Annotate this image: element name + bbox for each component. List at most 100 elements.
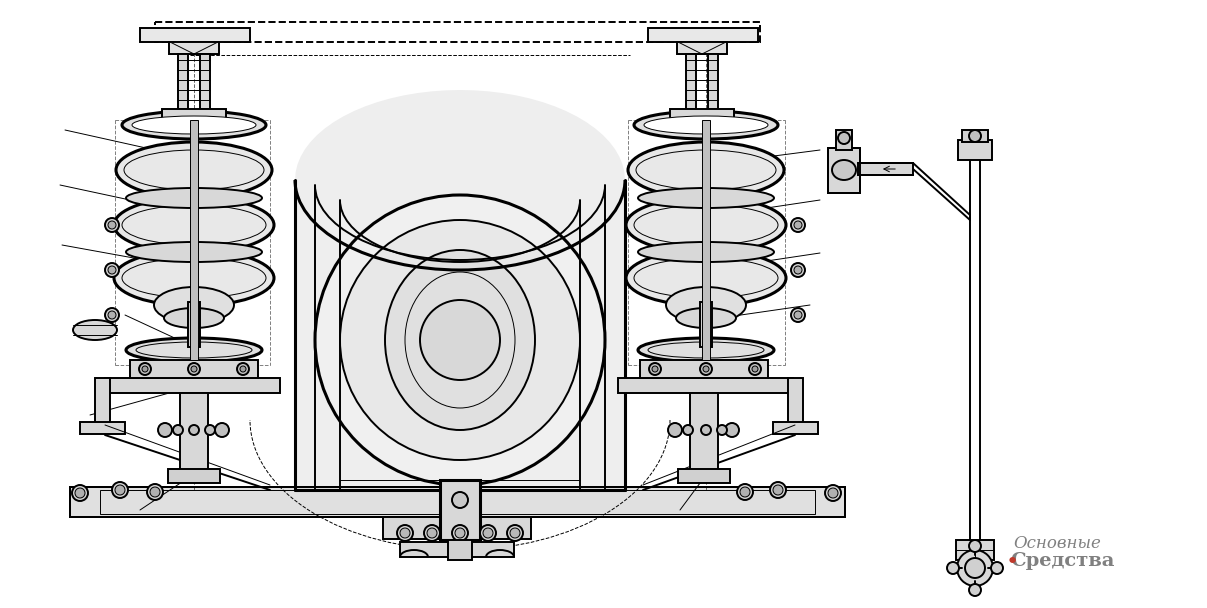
Bar — [788, 378, 803, 428]
Circle shape — [770, 482, 786, 498]
Ellipse shape — [832, 160, 856, 180]
Circle shape — [750, 363, 760, 375]
Ellipse shape — [666, 287, 746, 323]
Bar — [105, 378, 280, 393]
Circle shape — [828, 488, 838, 498]
Circle shape — [483, 528, 492, 538]
Circle shape — [737, 484, 753, 500]
Ellipse shape — [628, 142, 785, 198]
Circle shape — [957, 550, 993, 586]
Circle shape — [838, 132, 850, 144]
Ellipse shape — [113, 250, 274, 306]
Ellipse shape — [164, 308, 225, 328]
Ellipse shape — [72, 320, 117, 340]
Bar — [640, 360, 768, 378]
Bar — [690, 393, 718, 473]
Circle shape — [400, 528, 410, 538]
Bar — [958, 140, 992, 160]
Bar — [686, 54, 696, 109]
Ellipse shape — [634, 111, 779, 139]
Circle shape — [237, 363, 249, 375]
Circle shape — [717, 425, 727, 435]
Polygon shape — [295, 90, 625, 490]
Ellipse shape — [154, 287, 234, 323]
Circle shape — [107, 266, 116, 274]
Circle shape — [150, 487, 161, 497]
Bar — [956, 540, 995, 560]
Bar — [858, 163, 912, 175]
Bar — [618, 378, 793, 393]
Ellipse shape — [639, 188, 774, 208]
Circle shape — [966, 558, 985, 578]
Bar — [80, 422, 126, 434]
Bar — [448, 540, 472, 560]
Circle shape — [702, 366, 709, 372]
Circle shape — [667, 423, 682, 437]
Ellipse shape — [132, 116, 256, 134]
Bar — [400, 542, 514, 557]
Circle shape — [791, 308, 805, 322]
Bar — [709, 54, 718, 109]
Circle shape — [752, 366, 758, 372]
Circle shape — [455, 528, 465, 538]
Ellipse shape — [676, 308, 736, 328]
Circle shape — [791, 263, 805, 277]
Circle shape — [427, 528, 437, 538]
Circle shape — [107, 311, 116, 319]
Circle shape — [147, 484, 163, 500]
Circle shape — [75, 488, 84, 498]
Circle shape — [105, 308, 119, 322]
Bar — [677, 42, 727, 54]
Ellipse shape — [122, 111, 266, 139]
Bar — [70, 487, 845, 517]
Ellipse shape — [645, 116, 768, 134]
Circle shape — [340, 220, 581, 460]
Bar — [180, 393, 208, 473]
Bar — [702, 120, 710, 360]
Circle shape — [700, 363, 712, 375]
Circle shape — [507, 525, 523, 541]
Circle shape — [315, 195, 605, 485]
Bar — [70, 487, 845, 517]
Circle shape — [424, 525, 441, 541]
Ellipse shape — [126, 338, 262, 362]
Circle shape — [189, 425, 199, 435]
Circle shape — [240, 366, 246, 372]
Ellipse shape — [126, 242, 262, 262]
Bar — [130, 360, 258, 378]
Text: Основные: Основные — [1013, 535, 1101, 552]
Circle shape — [991, 562, 1003, 574]
Circle shape — [740, 487, 750, 497]
Bar — [168, 469, 220, 483]
Circle shape — [947, 562, 960, 574]
Bar — [95, 378, 110, 428]
Circle shape — [969, 540, 981, 552]
Circle shape — [649, 363, 661, 375]
Text: •: • — [1005, 552, 1019, 572]
Bar — [200, 54, 210, 109]
Bar — [648, 28, 758, 42]
Ellipse shape — [626, 197, 786, 253]
Circle shape — [794, 311, 801, 319]
Ellipse shape — [385, 250, 535, 430]
Ellipse shape — [116, 142, 272, 198]
Circle shape — [215, 423, 229, 437]
Circle shape — [205, 425, 215, 435]
Bar — [670, 109, 734, 121]
Bar — [100, 490, 815, 514]
Circle shape — [480, 525, 496, 541]
Ellipse shape — [113, 197, 274, 253]
Circle shape — [173, 425, 183, 435]
Circle shape — [139, 363, 151, 375]
Circle shape — [105, 263, 119, 277]
Bar — [383, 517, 531, 539]
Bar — [169, 42, 218, 54]
Circle shape — [142, 366, 148, 372]
Circle shape — [112, 482, 128, 498]
Circle shape — [115, 485, 126, 495]
Circle shape — [683, 425, 693, 435]
Circle shape — [451, 525, 468, 541]
Circle shape — [772, 485, 783, 495]
Circle shape — [511, 528, 520, 538]
Circle shape — [158, 423, 173, 437]
